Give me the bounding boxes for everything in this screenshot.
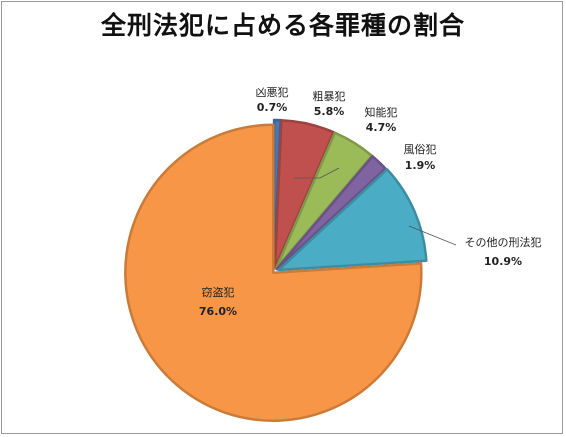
- pie-slice-2: [273, 118, 335, 270]
- slice-value-label: 1.9%: [405, 159, 436, 172]
- slice-category-label: 風俗犯: [404, 143, 437, 156]
- slice-category-label: 知能犯: [365, 105, 398, 119]
- pie-slices: [124, 118, 428, 422]
- pie-slice-5: [277, 168, 428, 272]
- slice-category-label: 凶悪犯: [256, 86, 289, 99]
- slice-value-label: 10.9%: [484, 255, 522, 268]
- slice-value-label: 76.0%: [199, 305, 237, 318]
- slice-category-label: 窃盗犯: [202, 285, 235, 299]
- leader-lines: [294, 167, 457, 246]
- slice-category-label: 粗暴犯: [313, 90, 346, 103]
- leader-line-2: [408, 225, 457, 246]
- slice-value-label: 5.8%: [314, 105, 345, 118]
- pie-slice-6: [124, 123, 423, 422]
- slice-value-label: 0.7%: [257, 101, 288, 114]
- slice-category-label: その他の刑法犯: [465, 235, 542, 249]
- data-labels: 凶悪犯 0.7% 粗暴犯 5.8% 知能犯 4.7% 風俗犯 1.9% その他の刑法犯 10.9%…: [199, 86, 542, 318]
- chart-title: 全刑法犯に占める各罪種の割合: [100, 11, 465, 40]
- slice-value-label: 4.7%: [366, 121, 397, 134]
- leader-line-1: [294, 167, 340, 179]
- pie-slice-4: [275, 155, 387, 271]
